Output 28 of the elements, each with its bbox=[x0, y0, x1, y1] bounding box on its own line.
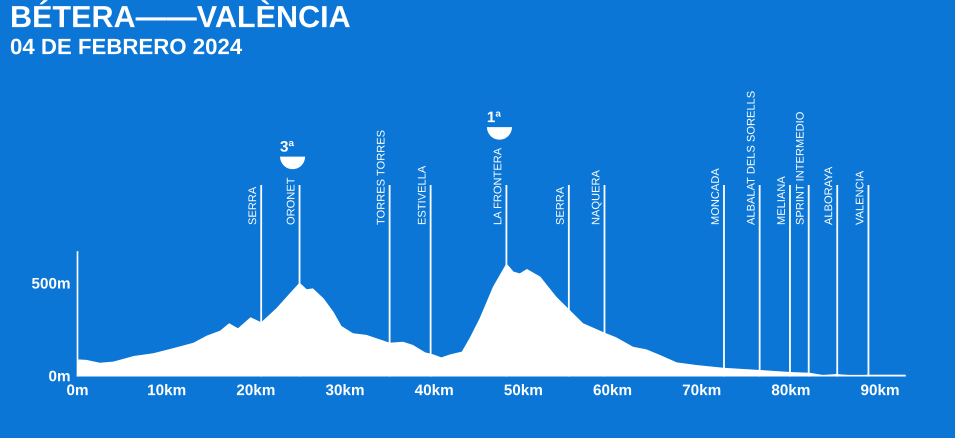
x-tick-label: 50km bbox=[504, 384, 542, 396]
ref-line-label: VALENCIA bbox=[856, 170, 864, 225]
ref-line-label: TORRES TORRES bbox=[376, 130, 385, 225]
ref-line-label: SERRA bbox=[248, 186, 256, 225]
x-tick-label: 90km bbox=[861, 384, 899, 396]
ref-line-label: LA FRONTERA bbox=[494, 148, 502, 224]
x-tick-label: 40km bbox=[414, 384, 453, 396]
text: 3ª bbox=[280, 140, 294, 152]
ref-line-label: MELIANA bbox=[777, 176, 785, 224]
ref-line-label: SPRINT INTERMEDIO bbox=[796, 112, 804, 225]
ref-line-label: ALBORAYA bbox=[824, 166, 832, 226]
chart-subtitle: 04 DE FEBRERO 2024 bbox=[10, 38, 242, 54]
x-tick-label: 60km bbox=[594, 384, 632, 396]
y-tick-label: 500m bbox=[32, 278, 70, 289]
x-tick-label: 30km bbox=[326, 384, 364, 396]
text: 1ª bbox=[488, 112, 501, 122]
x-tick-label: 10km bbox=[148, 384, 186, 396]
ref-line-label: MONCADA bbox=[711, 168, 720, 224]
x-tick-label: 20km bbox=[236, 384, 274, 396]
ref-line-label: ALBALAT DELS SORELLS bbox=[746, 91, 755, 226]
ref-line-label: ORONET bbox=[286, 178, 295, 225]
chart-title: BÉTERA——VALÈNCIA bbox=[12, 0, 350, 28]
ref-line-label: NAQUERA bbox=[592, 170, 602, 224]
ref-line-label: ESTIVELLA bbox=[418, 166, 426, 224]
x-tick-label: 70km bbox=[682, 384, 720, 396]
ref-line-label: SERRA bbox=[556, 186, 564, 225]
x-tick-label: 80km bbox=[772, 384, 810, 396]
x-tick-label: 0m bbox=[67, 384, 88, 396]
